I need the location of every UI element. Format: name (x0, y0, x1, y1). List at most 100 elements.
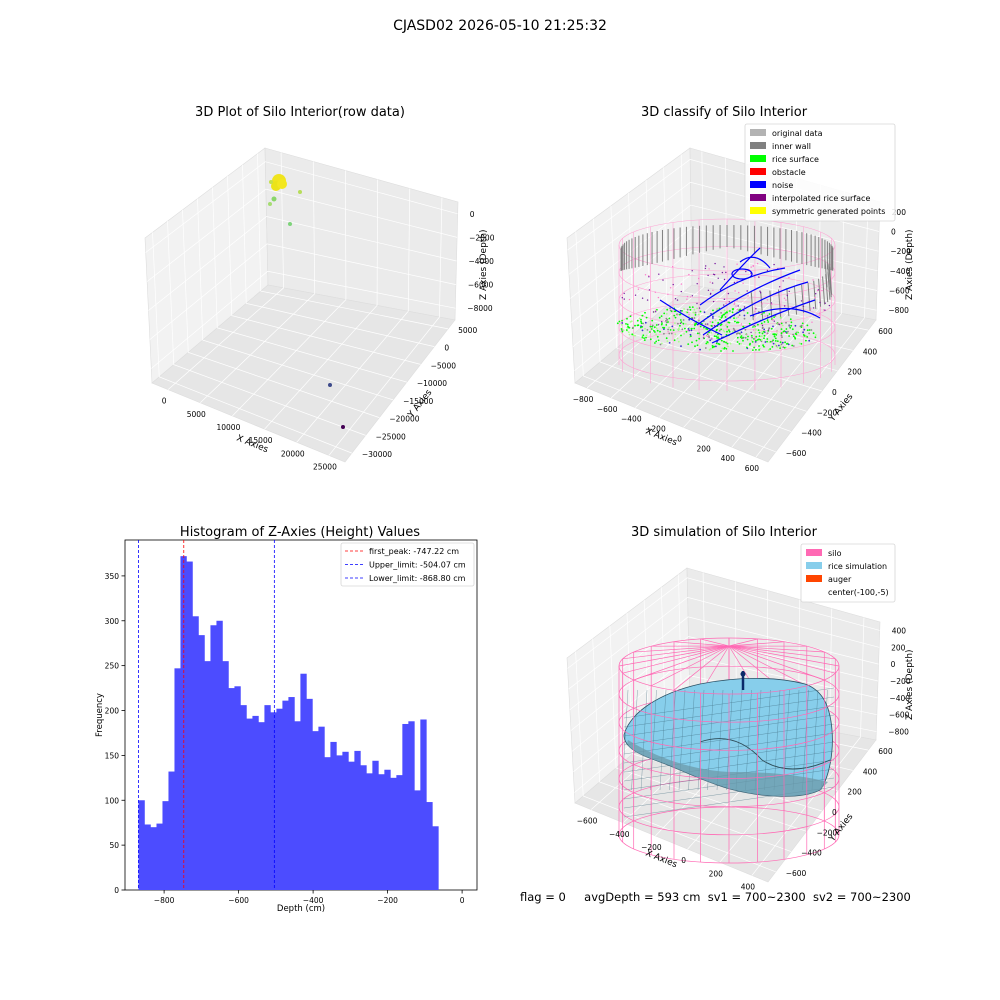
status-footer: flag = 0 avgDepth = 593 cm sv1 = 700~230… (520, 890, 911, 904)
x-tick-label: 0 (460, 896, 465, 905)
histogram-bar (402, 723, 409, 890)
x-tick-label: 0 (677, 434, 682, 443)
x-tick-label: −600 (577, 817, 598, 826)
y-tick-label: 600 (878, 327, 893, 336)
histogram-bar (288, 697, 295, 890)
simulation-legend: silo rice simulation auger center(-100,-5) (800, 543, 896, 603)
simulation-title: 3D simulation of Silo Interior (631, 525, 818, 540)
y-tick-label: 100 (105, 796, 120, 805)
histogram-bar (186, 561, 193, 890)
subplot-histogram: Histogram of Z-Axies (Height) Values −80… (95, 525, 478, 914)
x-tick-label: −200 (641, 843, 662, 852)
y-tick-label: −400 (801, 849, 822, 858)
y-tick-label: −600 (786, 449, 807, 458)
x-tick-label: −600 (228, 896, 249, 905)
histogram-bar (144, 824, 151, 890)
y-tick-label: 200 (105, 707, 120, 716)
histogram-bar (336, 755, 343, 890)
histogram-bar (312, 731, 319, 890)
histogram-bar (204, 661, 211, 890)
histogram-bar (168, 771, 175, 890)
histogram-bar (306, 698, 313, 890)
histogram-bar (174, 668, 181, 890)
histogram-bar (210, 625, 217, 890)
y-tick-label: 0 (114, 886, 119, 895)
classify-zlabel: Z Axies (Depth) (905, 229, 915, 300)
auger-tip (740, 671, 746, 677)
y-tick-label: −30000 (362, 450, 392, 459)
legend-swatch (750, 181, 766, 188)
avg-depth-readout: avgDepth = 593 cm (584, 890, 701, 904)
legend-label: original data (772, 129, 823, 138)
z-tick-label: −8000 (467, 304, 493, 313)
flag-readout: flag = 0 (520, 890, 566, 904)
simulation-auger (740, 671, 746, 690)
legend-label: Lower_limit: -868.80 cm (369, 574, 466, 583)
y-tick-label: −20000 (389, 415, 419, 424)
legend-swatch (750, 129, 766, 136)
histogram-bar (354, 750, 361, 890)
z-tick-label: −400 (890, 267, 911, 276)
histogram-bar (258, 722, 265, 890)
histogram-bar (276, 708, 283, 890)
legend-label: interpolated rice surface (772, 194, 870, 203)
legend-swatch (806, 549, 822, 556)
z-tick-label: 400 (892, 626, 907, 635)
z-tick-label: −600 (889, 287, 910, 296)
x-tick-label: 200 (697, 444, 712, 453)
histogram-bar (228, 688, 235, 890)
z-tick-label: 0 (470, 210, 475, 219)
z-tick-label: −200 (890, 247, 911, 256)
y-tick-label: −25000 (376, 432, 406, 441)
y-tick-label: 0 (444, 344, 449, 353)
y-tick-label: 400 (863, 767, 878, 776)
raw-point (298, 190, 302, 194)
y-tick-label: 0 (832, 388, 837, 397)
histogram-bar (282, 700, 289, 890)
x-tick-label: −400 (609, 830, 630, 839)
y-tick-label: 0 (832, 808, 837, 817)
x-tick-label: −600 (597, 405, 618, 414)
histogram-bar (408, 721, 415, 890)
raw-zlabel: Z Axies (Depth) (479, 229, 489, 300)
raw-scatter-points (268, 174, 345, 429)
histogram-bar (318, 726, 325, 890)
histogram-reference-lines (138, 540, 275, 890)
x-tick-label: 0 (162, 397, 167, 406)
rice-surface-shade (627, 740, 828, 797)
x-tick-label: 0 (681, 856, 686, 865)
histogram-x-ticks: −800 −600 −400 −200 0 (154, 890, 465, 905)
y-tick-label: 50 (109, 841, 119, 850)
histogram-bar (222, 661, 229, 890)
histogram-bar (390, 777, 397, 890)
legend-label: inner wall (772, 142, 811, 151)
legend-label: silo (828, 549, 842, 558)
histogram-bar (270, 712, 277, 890)
histogram-bar (420, 719, 427, 890)
y-tick-label: 350 (105, 572, 120, 581)
classify-x-ticks: −800−600−400−200 0 200 400 600 (573, 395, 760, 473)
y-tick-label: 200 (847, 368, 862, 377)
simulation-silo-front (618, 665, 840, 864)
y-tick-label: 150 (105, 751, 120, 760)
x-tick-label: −400 (303, 896, 324, 905)
z-tick-label: 200 (892, 208, 907, 217)
z-tick-label: −4000 (469, 257, 495, 266)
y-tick-label: −5000 (431, 361, 457, 370)
y-tick-label: 600 (878, 747, 893, 756)
z-tick-label: −2000 (469, 233, 495, 242)
x-tick-label: −200 (645, 425, 666, 434)
legend-swatch (750, 155, 766, 162)
raw-x-ticks: 0 5000 10000 15000 20000 25000 (162, 397, 337, 472)
histogram-bar (198, 635, 205, 890)
simulation-x-ticks: −600 −400 −200 0 200 400 (577, 817, 756, 892)
histogram-bar (264, 705, 271, 890)
histogram-bar (252, 715, 259, 890)
histogram-bar (414, 790, 421, 890)
histogram-bar (378, 774, 385, 890)
y-tick-label: −200 (817, 828, 838, 837)
x-tick-label: 10000 (216, 423, 240, 432)
z-tick-label: −400 (889, 694, 910, 703)
raw-point (277, 179, 287, 189)
